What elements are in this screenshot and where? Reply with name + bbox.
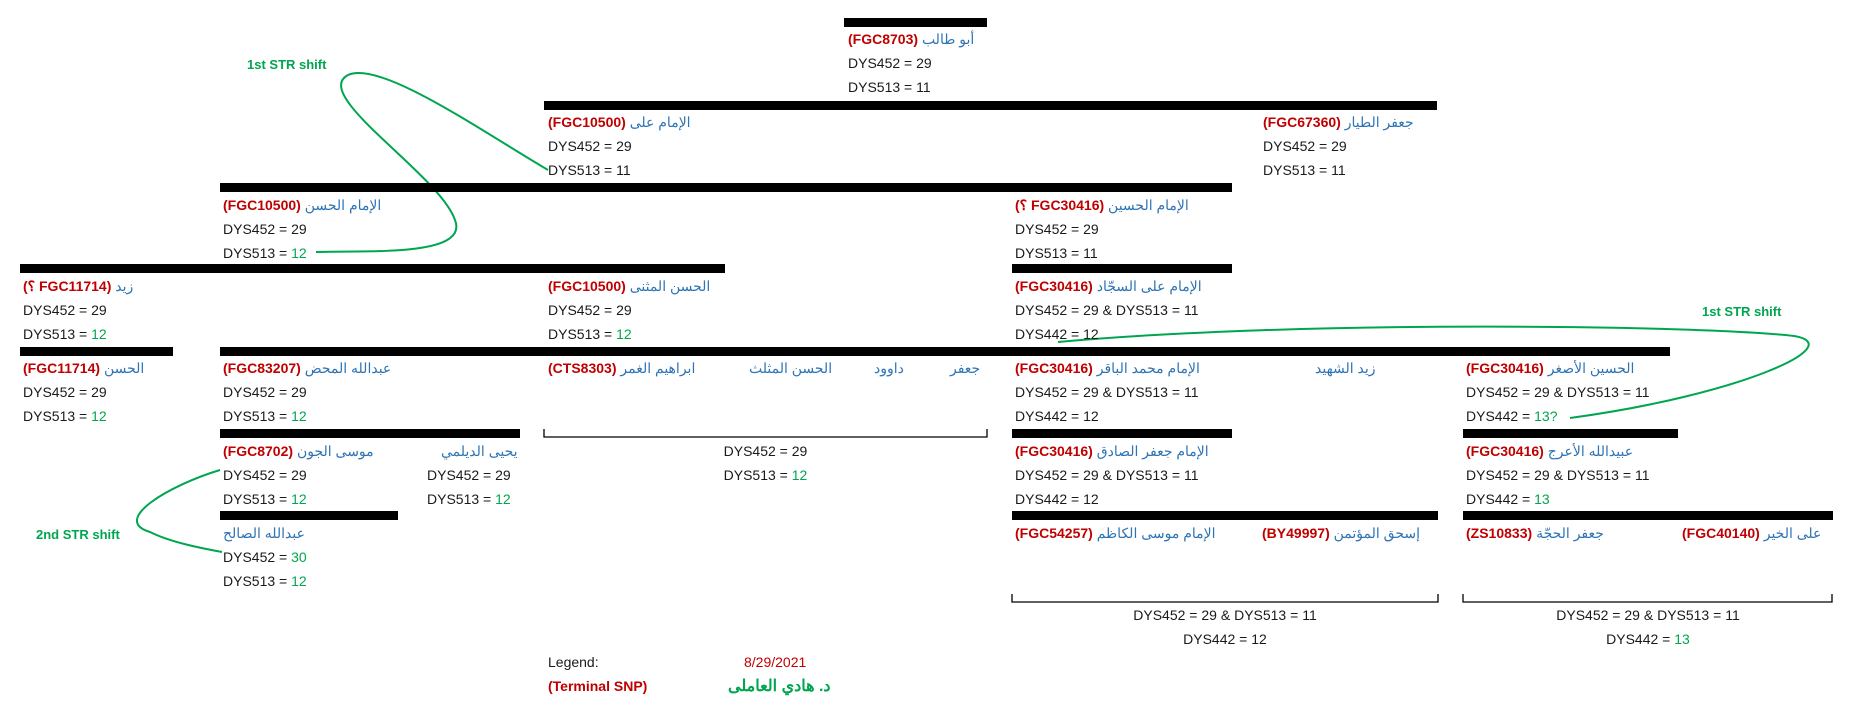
- node-hasan2: الحسن (FGC11714) DYS452 = 29 DYS513 = 12: [23, 356, 144, 428]
- legend-label: Legend:: [548, 654, 599, 670]
- terminal-snp: FGC30416: [1470, 360, 1540, 376]
- node-abdullahsalih: عبدالله الصالح DYS452 = 30 DYS513 = 12: [223, 521, 307, 593]
- terminal-snp: BY49997: [1266, 525, 1326, 541]
- node-zayd: زيد (FGC11714 ؟) DYS452 = 29 DYS513 = 12: [23, 274, 133, 346]
- terminal-snp: FGC40140: [1686, 525, 1756, 541]
- node-baqir: الإمام محمد الباقر (FGC30416) DYS452 = 2…: [1015, 356, 1200, 428]
- annotation-first-str-shift-right: 1st STR shift: [1702, 304, 1782, 319]
- node-husaynasghar: الحسين الأصغر (FGC30416) DYS452 = 29 & D…: [1466, 356, 1650, 428]
- person-name: الحسن (FGC11714): [23, 360, 145, 376]
- bar-hasan: [220, 183, 1232, 192]
- person-name: موسى الجون (FGC8702): [223, 443, 374, 459]
- bar-abutalib: [844, 18, 987, 27]
- node-yahya: يحيى الديلمي DYS452 = 29 DYS513 = 12: [427, 439, 518, 511]
- bar-baqir: [1012, 429, 1232, 438]
- hasan-sons-bracket: [543, 429, 988, 438]
- node-musajawn: موسى الجون (FGC8702) DYS452 = 29 DYS513 …: [223, 439, 374, 511]
- node-ibrahimghamr: ابراهيم الغمر (CTS8303): [548, 356, 695, 380]
- person-name: الإمام الحسين (FGC30416 ؟): [1015, 197, 1189, 213]
- bar-sajjad: [1012, 264, 1232, 273]
- terminal-snp: ZS10833: [1470, 525, 1528, 541]
- bar-husaynasghar: [1463, 429, 1678, 438]
- second-str-shift-curve: [135, 469, 223, 553]
- group-ubaydullah-sons: DYS452 = 29 & DYS513 = 11 DYS442 = 13: [1556, 607, 1740, 647]
- node-hasanmuthallath: الحسن المثلث: [749, 360, 833, 376]
- annotation-second-str-shift: 2nd STR shift: [36, 527, 120, 542]
- node-kazim: الإمام موسى الكاظم (FGC54257): [1015, 521, 1216, 545]
- node-hasan: الإمام الحسن (FGC10500) DYS452 = 29 DYS5…: [223, 193, 381, 265]
- terminal-snp: FGC83207: [227, 360, 297, 376]
- person-name: أبو طالب (FGC8703): [848, 31, 975, 47]
- node-jafarhujja: جعفر الحجّة (ZS10833): [1466, 521, 1604, 545]
- legend-terminal-snp: (Terminal SNP): [548, 678, 648, 694]
- person-name: يحيى الديلمي: [441, 443, 518, 459]
- node-imamali: الإمام على (FGC10500) DYS452 = 29 DYS513…: [548, 110, 691, 182]
- bar-abdullahsalih: [220, 511, 398, 520]
- person-name: الحسين الأصغر (FGC30416): [1466, 360, 1635, 376]
- terminal-snp: FGC8703: [852, 31, 914, 47]
- person-name: جعفر الطيار (FGC67360): [1263, 114, 1414, 130]
- terminal-snp: FGC67360: [1267, 114, 1337, 130]
- group-sadiq-sons: DYS452 = 29 & DYS513 = 11 DYS442 = 12: [1133, 607, 1317, 647]
- terminal-snp: FGC8702: [227, 443, 289, 459]
- terminal-snp: FGC30416: [1019, 443, 1089, 459]
- person-name: الإمام موسى الكاظم (FGC54257): [1015, 525, 1216, 541]
- terminal-snp: FGC30416: [1470, 443, 1540, 459]
- person-name: الإمام محمد الباقر (FGC30416): [1015, 360, 1200, 376]
- legend-date: 8/29/2021: [744, 654, 807, 670]
- bar-sadiq: [1012, 511, 1438, 520]
- person-name: الإمام على (FGC10500): [548, 114, 691, 130]
- bar-musajawn: [220, 429, 520, 438]
- terminal-snp: CTS8303: [552, 360, 612, 376]
- node-ishaq: إسحق المؤتمن (BY49997): [1262, 521, 1420, 545]
- terminal-snp: FGC10500: [552, 114, 622, 130]
- node-ubaydullah: عبيدالله الأعرج (FGC30416) DYS452 = 29 &…: [1466, 439, 1650, 511]
- person-name: عبيدالله الأعرج (FGC30416): [1466, 443, 1634, 459]
- node-abutalib: أبو طالب (FGC8703) DYS452 = 29 DYS513 = …: [848, 27, 974, 99]
- node-sajjad: الإمام على السجّاد (FGC30416) DYS452 = 2…: [1015, 274, 1202, 346]
- node-abdullahmahd: عبدالله المحض (FGC83207) DYS452 = 29 DYS…: [223, 356, 391, 428]
- person-name: الإمام جعفر الصادق (FGC30416): [1015, 443, 1209, 459]
- terminal-snp: FGC30416: [1019, 278, 1089, 294]
- bar-ubaydullah: [1463, 511, 1833, 520]
- terminal-snp: FGC11714: [39, 278, 107, 294]
- node-dawud: داوود: [874, 360, 904, 376]
- sadiq-sons-bracket: [1011, 594, 1439, 603]
- person-name: إسحق المؤتمن (BY49997): [1262, 525, 1420, 541]
- node-hasanmuthanna: الحسن المثنى (FGC10500) DYS452 = 29 DYS5…: [548, 274, 710, 346]
- node-alikhayr: على الخير (FGC40140): [1682, 521, 1821, 545]
- terminal-snp: FGC10500: [227, 197, 297, 213]
- first-str-shift-curve-left: [315, 72, 549, 253]
- node-zaydshahid: زيد الشهيد: [1315, 360, 1376, 376]
- group-hasan-sons: DYS452 = 29 DYS513 = 12: [723, 443, 808, 483]
- terminal-snp: FGC11714: [27, 360, 96, 376]
- ubaydullah-sons-bracket: [1462, 594, 1833, 603]
- terminal-snp: FGC10500: [552, 278, 622, 294]
- person-name: الحسن المثنى (FGC10500): [548, 278, 711, 294]
- node-sadiq: الإمام جعفر الصادق (FGC30416) DYS452 = 2…: [1015, 439, 1209, 511]
- person-name: الإمام على السجّاد (FGC30416): [1015, 278, 1202, 294]
- node-husayn: الإمام الحسين (FGC30416 ؟) DYS452 = 29 D…: [1015, 193, 1189, 265]
- bar-hasan2: [20, 347, 173, 356]
- person-name: ابراهيم الغمر (CTS8303): [548, 360, 696, 376]
- person-name: عبدالله المحض (FGC83207): [223, 360, 392, 376]
- person-name: على الخير (FGC40140): [1682, 525, 1822, 541]
- node-jafartayyar: جعفر الطيار (FGC67360) DYS452 = 29 DYS51…: [1263, 110, 1414, 182]
- first-str-shift-curve-right: [1057, 325, 1810, 419]
- bar-abdullahmahd: [220, 347, 1670, 356]
- legend-author: د. هادي العاملى: [728, 678, 831, 695]
- person-name: جعفر الحجّة (ZS10833): [1466, 525, 1604, 541]
- node-jafar: جعفر: [950, 360, 981, 376]
- terminal-snp: FGC30416: [1031, 197, 1100, 213]
- terminal-snp: FGC30416: [1019, 360, 1089, 376]
- person-name: الإمام الحسن (FGC10500): [223, 197, 382, 213]
- annotation-first-str-shift-left: 1st STR shift: [247, 57, 327, 72]
- person-name: عبدالله الصالح: [223, 525, 305, 541]
- terminal-snp: FGC54257: [1019, 525, 1089, 541]
- person-name: زيد (FGC11714 ؟): [23, 278, 134, 294]
- bar-zayd: [20, 264, 725, 273]
- bar-imamali: [544, 101, 1437, 110]
